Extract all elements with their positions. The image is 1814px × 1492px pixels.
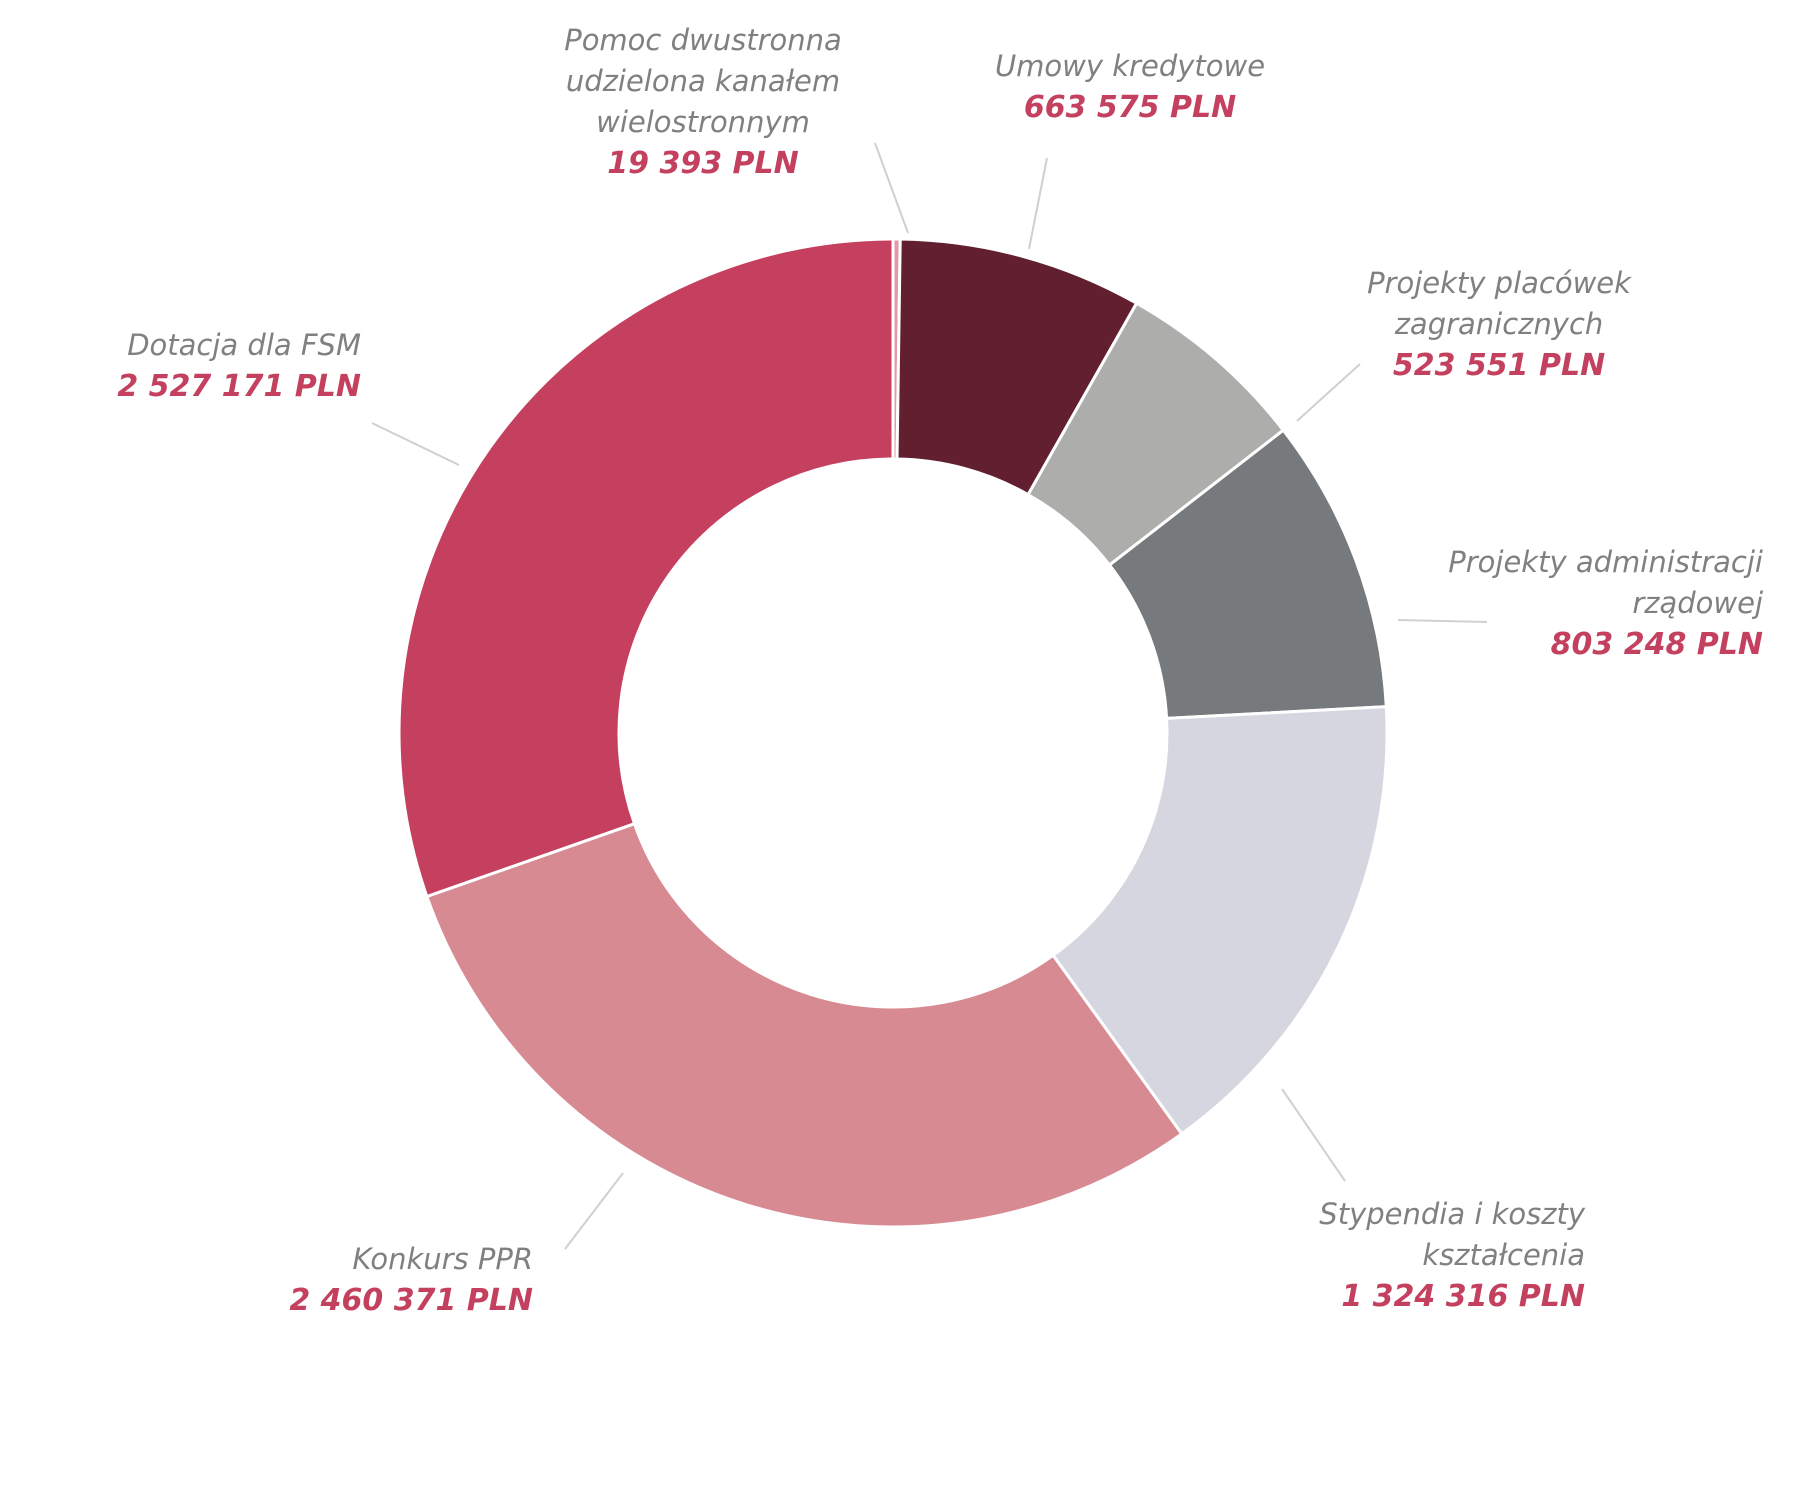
slice-value-fsm: 2 527 171 PLN [117, 369, 361, 404]
leader-line-administracja [1397, 619, 1488, 623]
slice-labels: Pomoc dwustronna udzielona kanałem wielost… [117, 23, 1764, 1318]
slice-fsm [397, 237, 895, 899]
slice-label-administracja: rządowej [1632, 586, 1764, 620]
slice-value-placowki: 523 551 PLN [1393, 348, 1605, 383]
leader-line-umowy [1028, 157, 1048, 250]
slice-value-administracja: 803 248 PLN [1551, 627, 1763, 662]
label-stypendia: Stypendia i koszty kształcenia 1 324 316 P… [1319, 1197, 1586, 1314]
slice-value-stypendia: 1 324 316 PLN [1341, 1279, 1585, 1314]
leader-line-stypendia [1281, 1088, 1346, 1182]
leader-line-placowki [1296, 363, 1361, 422]
label-pomoc: Pomoc dwustronna udzielona kanałem wielost… [564, 23, 842, 181]
leader-line-konkurs [564, 1172, 624, 1250]
label-umowy: Umowy kredytowe 663 575 PLN [995, 49, 1265, 125]
slice-label-stypendia: kształcenia [1422, 1238, 1585, 1272]
slice-value-konkurs: 2 460 371 PLN [289, 1283, 533, 1318]
label-placowki: Projekty placówek zagranicznych 523 551 PL… [1367, 266, 1632, 383]
slice-label-pomoc: wielostronnym [596, 105, 810, 139]
slice-value-umowy: 663 575 PLN [1024, 90, 1236, 125]
slice-label-umowy: Umowy kredytowe [995, 49, 1265, 83]
slice-konkurs [424, 821, 1184, 1229]
label-fsm: Dotacja dla FSM 2 527 171 PLN [117, 328, 361, 404]
slice-label-fsm: Dotacja dla FSM [127, 328, 361, 362]
slice-label-placowki: zagranicznych [1394, 307, 1604, 341]
slice-stypendia [1051, 705, 1389, 1136]
slice-label-pomoc: Pomoc dwustronna [564, 23, 842, 57]
slice-label-administracja: Projekty administracji [1448, 545, 1763, 579]
label-konkurs: Konkurs PPR 2 460 371 PLN [289, 1242, 533, 1318]
slice-label-pomoc: udzielona kanałem [566, 64, 840, 98]
leader-line-fsm [371, 422, 460, 466]
slice-label-stypendia: Stypendia i koszty [1319, 1197, 1586, 1231]
slice-value-pomoc: 19 393 PLN [607, 146, 798, 181]
leader-lines [371, 142, 1488, 1250]
donut-slices [397, 237, 1389, 1229]
label-administracja: Projekty administracji rządowej 803 248 PL… [1448, 545, 1764, 662]
slice-label-konkurs: Konkurs PPR [352, 1242, 533, 1276]
slice-label-placowki: Projekty placówek [1367, 266, 1632, 300]
leader-line-pomoc [874, 142, 909, 234]
